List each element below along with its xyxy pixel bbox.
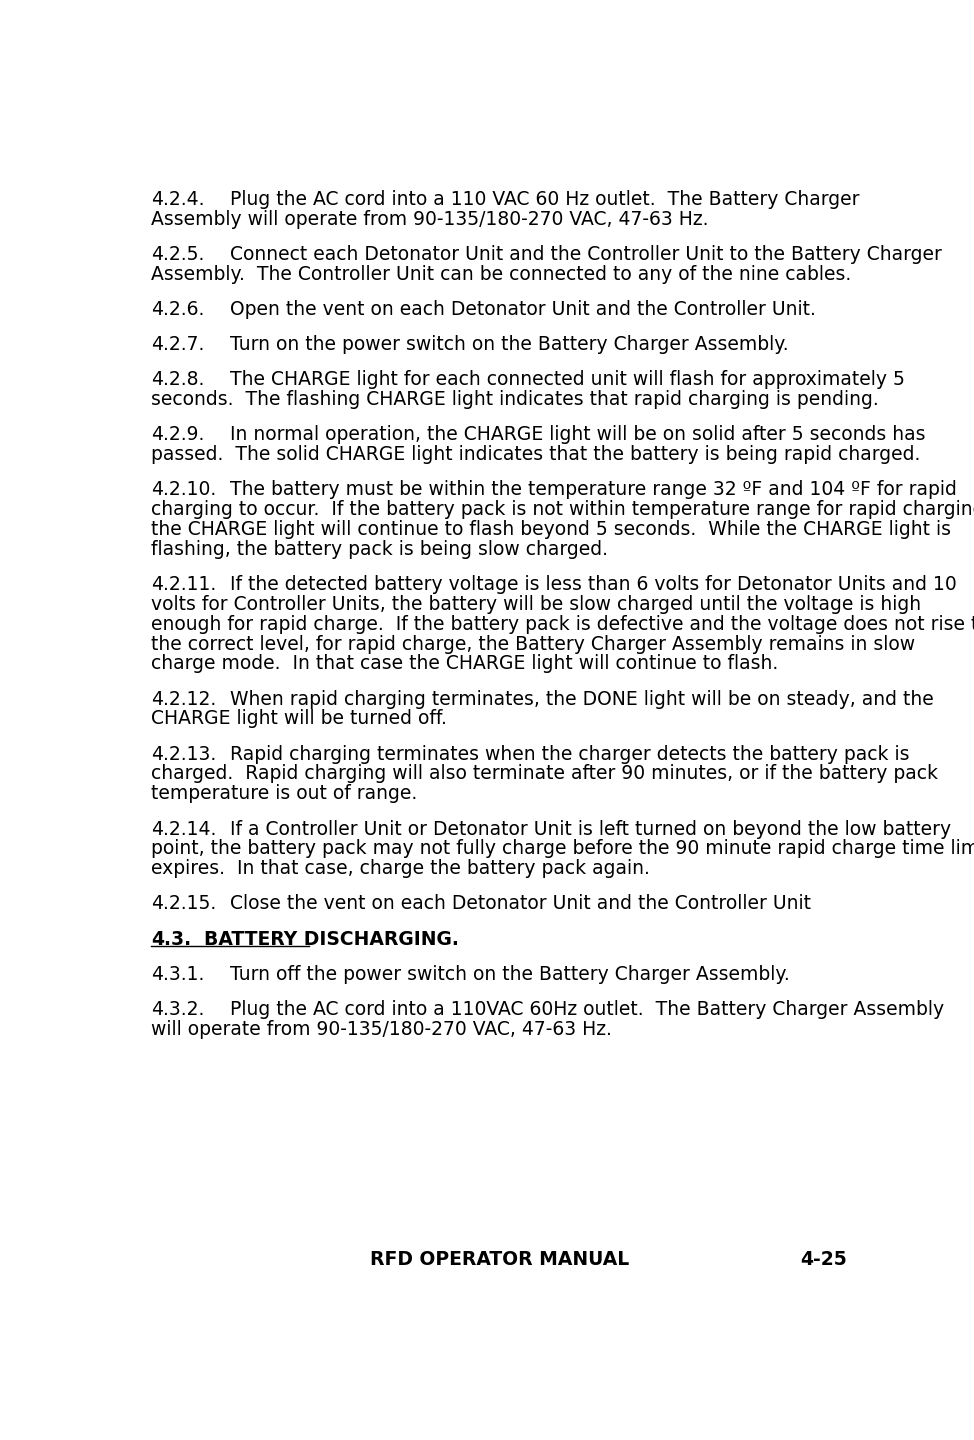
Text: BATTERY DISCHARGING.: BATTERY DISCHARGING. xyxy=(204,929,459,949)
Text: flashing, the battery pack is being slow charged.: flashing, the battery pack is being slow… xyxy=(151,540,608,559)
Text: the CHARGE light will continue to flash beyond 5 seconds.  While the CHARGE ligh: the CHARGE light will continue to flash … xyxy=(151,520,952,539)
Text: 4.2.12.: 4.2.12. xyxy=(151,690,216,708)
Text: Turn off the power switch on the Battery Charger Assembly.: Turn off the power switch on the Battery… xyxy=(230,965,790,984)
Text: 4.3.: 4.3. xyxy=(151,929,191,949)
Text: Rapid charging terminates when the charger detects the battery pack is: Rapid charging terminates when the charg… xyxy=(230,744,910,763)
Text: 4.2.7.: 4.2.7. xyxy=(151,336,205,354)
Text: enough for rapid charge.  If the battery pack is defective and the voltage does : enough for rapid charge. If the battery … xyxy=(151,615,974,634)
Text: 4.2.6.: 4.2.6. xyxy=(151,300,205,318)
Text: 4.2.5.: 4.2.5. xyxy=(151,245,205,264)
Text: charge mode.  In that case the CHARGE light will continue to flash.: charge mode. In that case the CHARGE lig… xyxy=(151,655,778,674)
Text: volts for Controller Units, the battery will be slow charged until the voltage i: volts for Controller Units, the battery … xyxy=(151,595,921,613)
Text: If the detected battery voltage is less than 6 volts for Detonator Units and 10: If the detected battery voltage is less … xyxy=(230,575,957,593)
Text: charged.  Rapid charging will also terminate after 90 minutes, or if the battery: charged. Rapid charging will also termin… xyxy=(151,765,938,783)
Text: will operate from 90-135/180-270 VAC, 47-63 Hz.: will operate from 90-135/180-270 VAC, 47… xyxy=(151,1020,612,1038)
Text: 4.3.1.: 4.3.1. xyxy=(151,965,205,984)
Text: Close the vent on each Detonator Unit and the Controller Unit: Close the vent on each Detonator Unit an… xyxy=(230,894,811,913)
Text: 4.2.9.: 4.2.9. xyxy=(151,425,205,444)
Text: Turn on the power switch on the Battery Charger Assembly.: Turn on the power switch on the Battery … xyxy=(230,336,789,354)
Text: 4.2.14.: 4.2.14. xyxy=(151,819,216,838)
Text: Connect each Detonator Unit and the Controller Unit to the Battery Charger: Connect each Detonator Unit and the Cont… xyxy=(230,245,942,264)
Text: 4.2.10.: 4.2.10. xyxy=(151,480,216,498)
Text: Assembly will operate from 90-135/180-270 VAC, 47-63 Hz.: Assembly will operate from 90-135/180-27… xyxy=(151,210,709,229)
Text: CHARGE light will be turned off.: CHARGE light will be turned off. xyxy=(151,710,447,729)
Text: 4.2.11.: 4.2.11. xyxy=(151,575,216,593)
Text: temperature is out of range.: temperature is out of range. xyxy=(151,785,418,804)
Text: 4.2.8.: 4.2.8. xyxy=(151,370,205,389)
Text: Plug the AC cord into a 110 VAC 60 Hz outlet.  The Battery Charger: Plug the AC cord into a 110 VAC 60 Hz ou… xyxy=(230,190,860,209)
Text: Assembly.  The Controller Unit can be connected to any of the nine cables.: Assembly. The Controller Unit can be con… xyxy=(151,265,851,284)
Text: RFD OPERATOR MANUAL: RFD OPERATOR MANUAL xyxy=(369,1250,629,1269)
Text: The battery must be within the temperature range 32 ºF and 104 ºF for rapid: The battery must be within the temperatu… xyxy=(230,480,957,498)
Text: 4-25: 4-25 xyxy=(801,1250,847,1269)
Text: Plug the AC cord into a 110VAC 60Hz outlet.  The Battery Charger Assembly: Plug the AC cord into a 110VAC 60Hz outl… xyxy=(230,999,945,1018)
Text: expires.  In that case, charge the battery pack again.: expires. In that case, charge the batter… xyxy=(151,860,650,878)
Text: 4.2.13.: 4.2.13. xyxy=(151,744,216,763)
Text: charging to occur.  If the battery pack is not within temperature range for rapi: charging to occur. If the battery pack i… xyxy=(151,500,974,518)
Text: The CHARGE light for each connected unit will flash for approximately 5: The CHARGE light for each connected unit… xyxy=(230,370,905,389)
Text: the correct level, for rapid charge, the Battery Charger Assembly remains in slo: the correct level, for rapid charge, the… xyxy=(151,635,916,654)
Text: Open the vent on each Detonator Unit and the Controller Unit.: Open the vent on each Detonator Unit and… xyxy=(230,300,816,318)
Text: In normal operation, the CHARGE light will be on solid after 5 seconds has: In normal operation, the CHARGE light wi… xyxy=(230,425,925,444)
Text: passed.  The solid CHARGE light indicates that the battery is being rapid charge: passed. The solid CHARGE light indicates… xyxy=(151,445,920,464)
Text: point, the battery pack may not fully charge before the 90 minute rapid charge t: point, the battery pack may not fully ch… xyxy=(151,840,974,858)
Text: 4.2.4.: 4.2.4. xyxy=(151,190,205,209)
Text: If a Controller Unit or Detonator Unit is left turned on beyond the low battery: If a Controller Unit or Detonator Unit i… xyxy=(230,819,952,838)
Text: seconds.  The flashing CHARGE light indicates that rapid charging is pending.: seconds. The flashing CHARGE light indic… xyxy=(151,390,879,409)
Text: 4.2.15.: 4.2.15. xyxy=(151,894,216,913)
Text: 4.3.2.: 4.3.2. xyxy=(151,999,205,1018)
Text: When rapid charging terminates, the DONE light will be on steady, and the: When rapid charging terminates, the DONE… xyxy=(230,690,934,708)
